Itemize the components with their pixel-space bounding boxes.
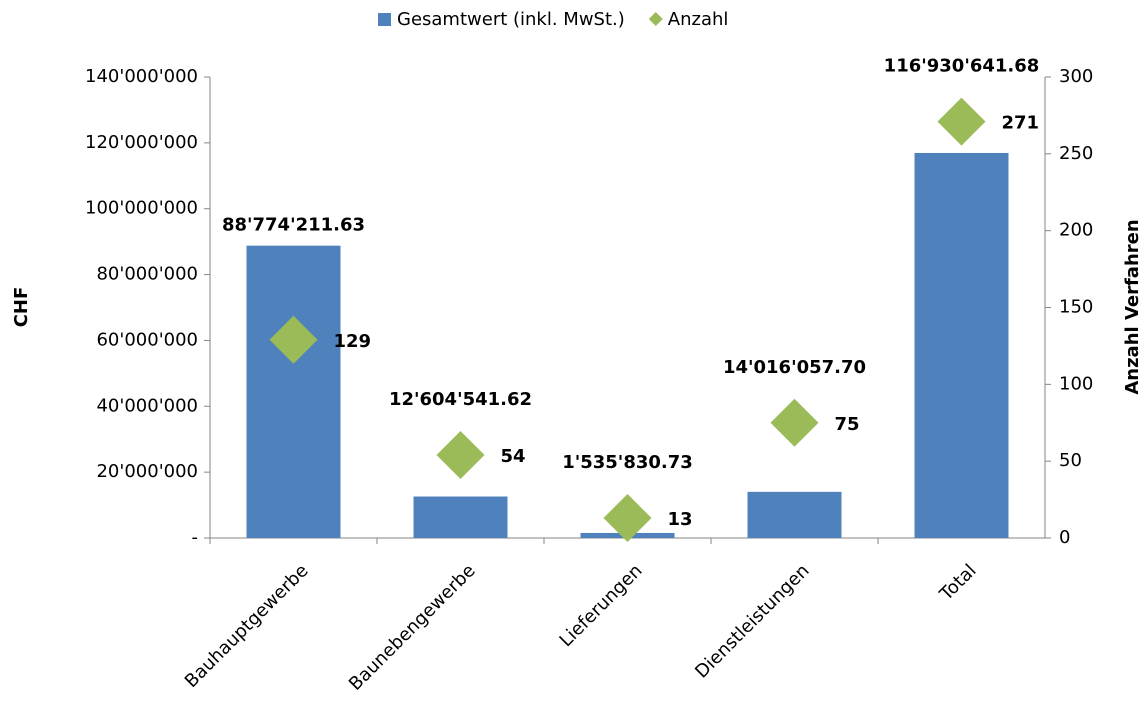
bar-value-label: 1'535'830.73 [562, 452, 693, 473]
diamond-marker [770, 398, 819, 447]
y-axis-label: CHF [11, 287, 32, 328]
y-tick-label: - [192, 527, 199, 548]
y2-tick-label: 0 [1059, 527, 1070, 548]
x-tick-label: Lieferungen [556, 560, 647, 651]
y-tick-label: 80'000'000 [96, 264, 198, 285]
bar [914, 152, 1009, 538]
bar-value-label: 12'604'541.62 [389, 389, 532, 410]
diamond-marker [937, 97, 986, 146]
point-value-label: 13 [668, 509, 693, 530]
legend-marker [648, 12, 663, 26]
x-tick-label: Baunebengewerbe [345, 560, 480, 695]
bar-value-label: 88'774'211.63 [222, 215, 365, 236]
y-tick-label: 120'000'000 [85, 132, 198, 153]
point-value-label: 271 [1002, 113, 1040, 134]
y2-tick-label: 250 [1059, 143, 1093, 164]
y-tick-label: 40'000'000 [96, 395, 198, 416]
y2-tick-label: 200 [1059, 220, 1093, 241]
y-tick-label: 140'000'000 [85, 66, 198, 87]
y2-tick-label: 150 [1059, 297, 1093, 318]
x-tick-label: Total [935, 560, 980, 605]
x-tick-label: Dienstleistungen [691, 560, 813, 682]
y2-tick-label: 100 [1059, 373, 1093, 394]
diamond-marker [603, 494, 652, 543]
y2-tick-label: 50 [1059, 450, 1082, 471]
y-tick-label: 60'000'000 [96, 329, 198, 350]
y-tick-label: 20'000'000 [96, 461, 198, 482]
point-value-label: 129 [334, 331, 372, 352]
bar [246, 245, 341, 538]
point-value-label: 54 [501, 446, 526, 467]
x-tick-label: Bauhauptgewerbe [181, 560, 313, 692]
diamond-marker [436, 431, 485, 480]
legend-label: Anzahl [668, 9, 729, 30]
bar-value-label: 116'930'641.68 [884, 56, 1040, 77]
bar [413, 496, 508, 538]
diamond-marker [269, 315, 318, 364]
point-value-label: 75 [835, 414, 860, 435]
y2-axis-label: Anzahl Verfahren [1122, 219, 1143, 394]
bar-value-label: 14'016'057.70 [723, 357, 866, 378]
bar [747, 491, 842, 538]
y-tick-label: 100'000'000 [85, 198, 198, 219]
legend-label: Gesamtwert (inkl. MwSt.) [397, 9, 625, 30]
legend-marker [378, 13, 391, 26]
y2-tick-label: 300 [1059, 66, 1093, 87]
